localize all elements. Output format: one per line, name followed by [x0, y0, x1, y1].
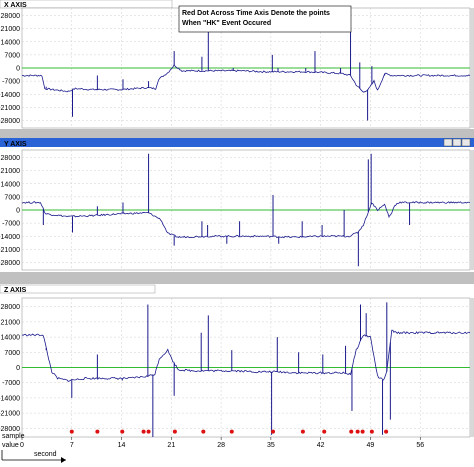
window-title-bar: [0, 138, 474, 147]
y-tick-label: 14000: [1, 181, 21, 188]
second-label: second: [34, 451, 57, 458]
signal-trace: [21, 201, 471, 239]
close-button: [461, 138, 471, 147]
panel-separator: [0, 129, 474, 138]
y-tick-label: 28000: [1, 155, 21, 162]
x-tick-label: 0: [20, 442, 24, 449]
panel-title: Y AXIS: [4, 141, 27, 148]
y-tick-label: -21000: [0, 247, 20, 254]
event-marker: [146, 429, 151, 434]
time-arrow-icon: [61, 457, 66, 463]
event-marker: [360, 429, 365, 434]
y-tick-label: -14000: [0, 395, 20, 402]
y-tick-label: 0: [16, 365, 20, 372]
x-tick-label: 21: [167, 442, 175, 449]
y-tick-label: -14000: [0, 234, 20, 241]
event-marker: [141, 429, 146, 434]
panel-title: Z AXIS: [4, 287, 27, 294]
y-tick-label: -21000: [0, 411, 20, 418]
signal-trace: [21, 329, 471, 382]
x-tick-label: 42: [317, 442, 325, 449]
x-tick-label: 14: [118, 442, 126, 449]
vertical-scrollbar: [470, 150, 474, 270]
event-marker: [172, 429, 177, 434]
y-tick-label: -28000: [0, 118, 20, 125]
window-title-bar: [0, 284, 156, 294]
annotation-line-2: When "HK" Event Occured: [182, 20, 271, 27]
event-marker: [229, 429, 234, 434]
vertical-scrollbar: [470, 8, 474, 128]
y-tick-label: -28000: [0, 426, 20, 433]
y-tick-label: 21000: [1, 168, 21, 175]
event-marker: [95, 429, 100, 434]
event-marker: [369, 429, 374, 434]
y-tick-label: 21000: [1, 319, 21, 326]
event-marker: [69, 429, 74, 434]
y-tick-label: -7000: [2, 221, 20, 228]
event-marker: [271, 429, 276, 434]
value-label: value: [2, 442, 19, 449]
y-tick-label: 21000: [1, 26, 21, 33]
event-marker: [384, 429, 389, 434]
x-tick-label: 35: [267, 442, 275, 449]
y-tick-label: -21000: [0, 105, 20, 112]
y-tick-label: 0: [16, 208, 20, 215]
y-tick-label: 7000: [4, 194, 20, 201]
vertical-scrollbar: [470, 298, 474, 437]
y-tick-label: 7000: [4, 350, 20, 357]
y-tick-label: 28000: [1, 13, 21, 20]
event-marker: [349, 429, 354, 434]
x-tick-label: 56: [416, 442, 424, 449]
y-tick-label: -28000: [0, 260, 20, 267]
minimize-button: [443, 138, 453, 147]
event-marker: [355, 429, 360, 434]
y-tick-label: -7000: [2, 380, 20, 387]
annotation-line-1: Red Dot Across Time Axis Denote the poin…: [182, 10, 330, 17]
x-tick-label: 28: [217, 442, 225, 449]
x-tick-label: 7: [70, 442, 74, 449]
y-tick-label: 0: [16, 66, 20, 73]
y-tick-label: 14000: [1, 335, 21, 342]
sample-label: sample: [2, 433, 25, 440]
event-marker: [322, 429, 327, 434]
event-marker: [300, 429, 305, 434]
panel-separator: [0, 272, 474, 284]
annotation-box: [178, 5, 352, 33]
panel-title: X AXIS: [4, 2, 27, 9]
signal-trace: [21, 63, 471, 93]
y-tick-label: 28000: [1, 304, 21, 311]
y-tick-label: -14000: [0, 92, 20, 99]
y-tick-label: 7000: [4, 52, 20, 59]
y-tick-label: 14000: [1, 39, 21, 46]
event-marker: [201, 429, 206, 434]
y-tick-label: -7000: [2, 79, 20, 86]
maximize-button: [452, 138, 462, 147]
event-marker: [120, 429, 125, 434]
x-tick-label: 49: [367, 442, 375, 449]
